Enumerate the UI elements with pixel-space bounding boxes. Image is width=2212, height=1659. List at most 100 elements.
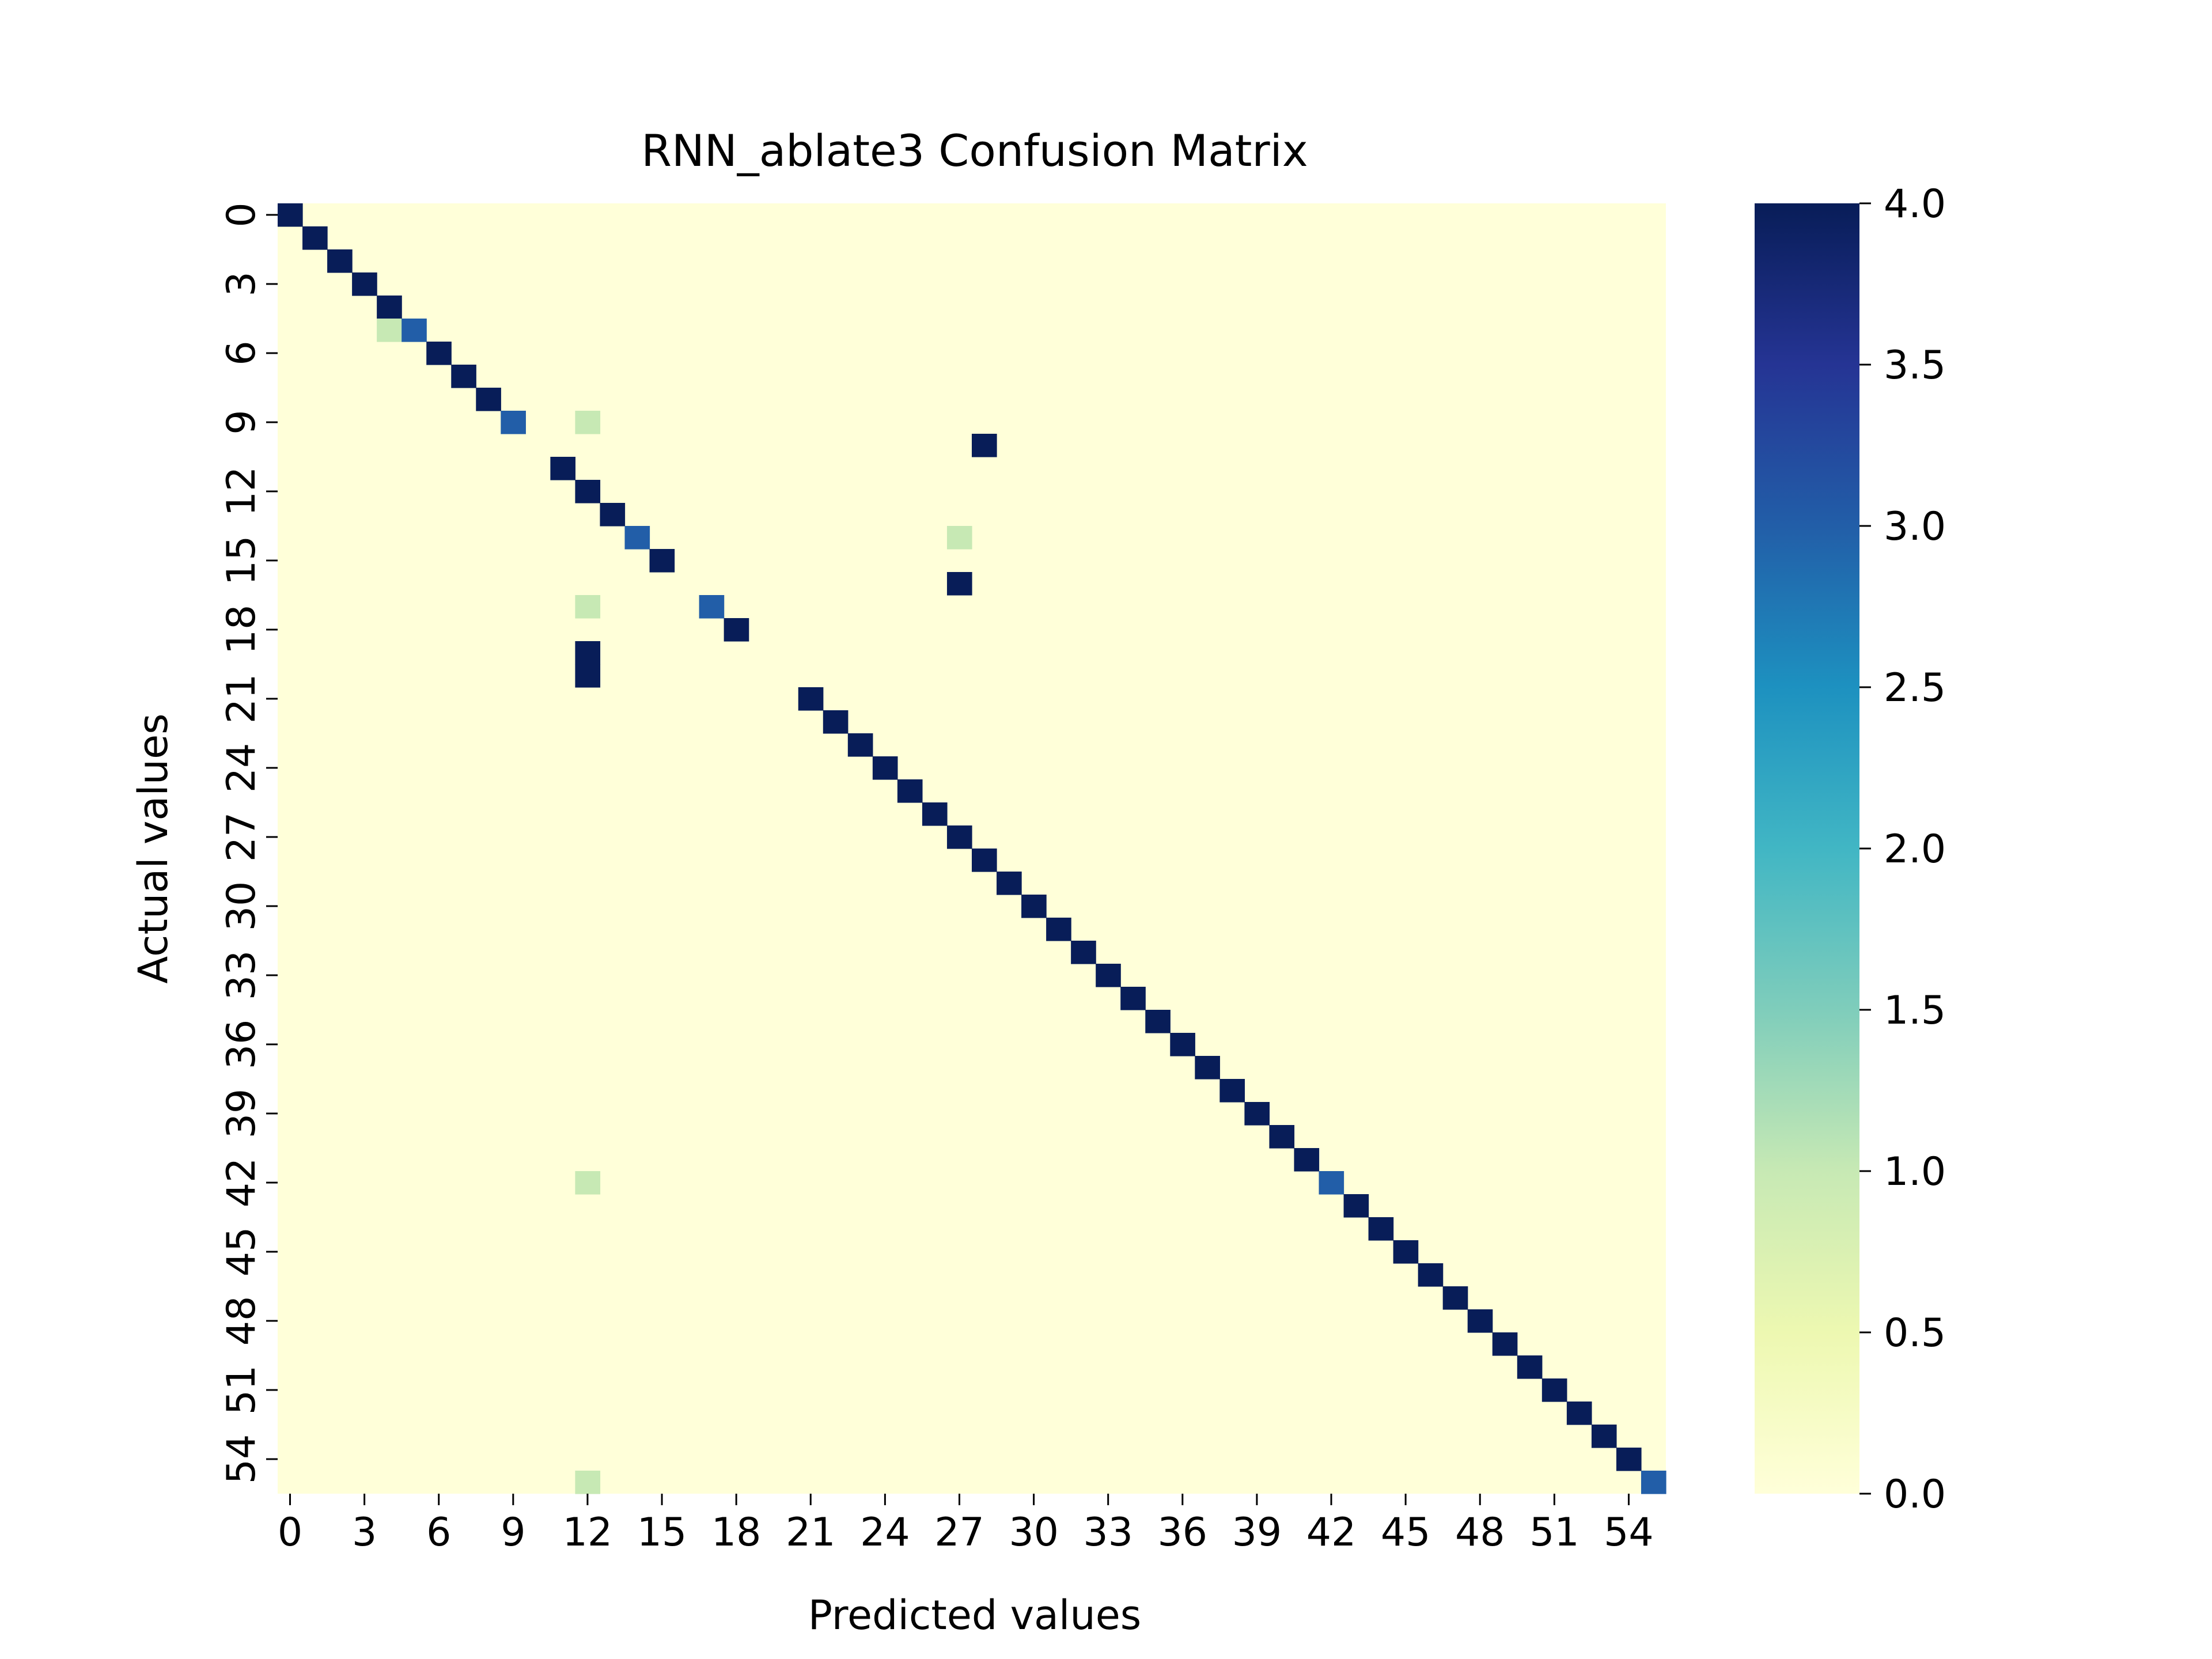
x-axis-label: Predicted values bbox=[808, 1592, 1142, 1639]
heatmap-cell bbox=[451, 365, 476, 388]
x-tick-label: 27 bbox=[934, 1510, 984, 1555]
heatmap-cell bbox=[872, 756, 898, 780]
x-tick-label: 36 bbox=[1158, 1510, 1208, 1555]
colorbar-tick-label: 1.0 bbox=[1884, 1149, 1946, 1195]
colorbar-tick-label: 0.5 bbox=[1884, 1310, 1946, 1356]
y-tick-label: 33 bbox=[219, 950, 264, 1001]
heatmap-cell bbox=[823, 710, 849, 734]
heatmap-cell bbox=[575, 595, 601, 619]
heatmap-cell bbox=[575, 1471, 601, 1494]
colorbar-tick-label: 2.0 bbox=[1884, 827, 1946, 872]
heatmap-cell bbox=[377, 296, 402, 319]
heatmap-cell bbox=[426, 342, 452, 365]
heatmap-cell bbox=[476, 388, 501, 411]
heatmap-cell bbox=[1195, 1056, 1220, 1080]
x-tick-label: 54 bbox=[1604, 1510, 1654, 1555]
heatmap-cell bbox=[946, 825, 972, 849]
heatmap-cell bbox=[1021, 895, 1047, 918]
colorbar-tick-label: 3.0 bbox=[1884, 504, 1946, 550]
heatmap-cell bbox=[1418, 1263, 1444, 1287]
chart-title: RNN_ablate3 Confusion Matrix bbox=[641, 125, 1308, 176]
colorbar-tick-label: 1.5 bbox=[1884, 988, 1946, 1033]
heatmap-cell bbox=[972, 434, 997, 457]
colorbar-ticks: 0.0 0.5 1.0 1.5 2.0 2.5 3.0 3.5 4.0 bbox=[1859, 181, 1946, 1517]
heatmap-cell bbox=[946, 526, 972, 550]
y-tick-label: 6 bbox=[219, 340, 264, 365]
heatmap-cell bbox=[1170, 1033, 1195, 1056]
heatmap-cell bbox=[922, 802, 948, 826]
y-tick-label: 24 bbox=[219, 743, 264, 793]
heatmap-cell bbox=[1368, 1217, 1394, 1241]
heatmap-cell bbox=[575, 641, 601, 665]
heatmap-cell bbox=[997, 872, 1022, 895]
heatmap-cell bbox=[1071, 941, 1096, 964]
heatmap-cell bbox=[575, 411, 601, 434]
colorbar-tick-label: 0.0 bbox=[1884, 1472, 1946, 1517]
x-tick-label: 15 bbox=[637, 1510, 687, 1555]
heatmap-cell bbox=[1566, 1402, 1592, 1425]
colorbar-tick-label: 4.0 bbox=[1884, 181, 1946, 227]
heatmap-cell bbox=[278, 203, 303, 227]
x-axis-ticks: 0 3 6 9 12 15 18 21 24 27 30 33 36 39 42 45 48 51 54 bbox=[278, 1494, 1654, 1555]
heatmap-cell bbox=[1269, 1125, 1295, 1149]
heatmap-cell bbox=[1096, 964, 1121, 987]
y-tick-label: 36 bbox=[219, 1020, 264, 1070]
heatmap-cell bbox=[1219, 1079, 1245, 1103]
y-tick-label: 45 bbox=[219, 1227, 264, 1277]
heatmap-cell bbox=[1145, 1010, 1171, 1033]
y-tick-label: 3 bbox=[219, 271, 264, 296]
x-tick-label: 45 bbox=[1381, 1510, 1431, 1555]
colorbar bbox=[1755, 203, 1859, 1494]
y-tick-label: 39 bbox=[219, 1089, 264, 1139]
heatmap-cell bbox=[1120, 987, 1146, 1010]
heatmap-cell bbox=[1442, 1286, 1468, 1310]
y-tick-label: 12 bbox=[219, 467, 264, 517]
y-tick-label: 42 bbox=[219, 1158, 264, 1208]
heatmap-cell bbox=[798, 687, 824, 711]
heatmap-cell bbox=[1046, 918, 1071, 941]
heatmap-cell bbox=[501, 411, 526, 434]
heatmap-cell bbox=[972, 849, 997, 872]
x-tick-label: 33 bbox=[1083, 1510, 1133, 1555]
y-tick-label: 27 bbox=[219, 812, 264, 862]
x-tick-label: 51 bbox=[1529, 1510, 1580, 1555]
y-axis-label: Actual values bbox=[130, 713, 177, 983]
heatmap-cell bbox=[600, 503, 626, 527]
x-tick-label: 6 bbox=[426, 1510, 451, 1555]
heatmap-cell bbox=[1492, 1332, 1518, 1356]
heatmap-cell bbox=[724, 618, 749, 642]
y-tick-label: 0 bbox=[219, 202, 264, 227]
heatmap-cell bbox=[575, 664, 601, 688]
heatmap bbox=[278, 203, 1666, 1494]
heatmap-cell bbox=[377, 319, 402, 342]
heatmap-cell bbox=[402, 319, 427, 342]
heatmap-cell bbox=[575, 1171, 601, 1195]
y-tick-label: 30 bbox=[219, 881, 264, 931]
x-tick-label: 0 bbox=[278, 1510, 302, 1555]
colorbar-tick-label: 3.5 bbox=[1884, 343, 1946, 388]
y-tick-label: 18 bbox=[219, 605, 264, 655]
x-tick-label: 12 bbox=[563, 1510, 613, 1555]
heatmap-cell bbox=[302, 226, 328, 250]
y-tick-label: 9 bbox=[219, 410, 264, 434]
x-tick-label: 42 bbox=[1306, 1510, 1357, 1555]
y-tick-label: 21 bbox=[219, 674, 264, 724]
y-tick-label: 48 bbox=[219, 1296, 264, 1346]
y-tick-label: 15 bbox=[219, 536, 264, 586]
x-tick-label: 18 bbox=[711, 1510, 762, 1555]
colorbar-tick-label: 2.5 bbox=[1884, 665, 1946, 711]
heatmap-cell bbox=[1591, 1425, 1617, 1448]
x-tick-label: 48 bbox=[1455, 1510, 1505, 1555]
heatmap-cell bbox=[327, 249, 353, 273]
x-tick-label: 30 bbox=[1009, 1510, 1059, 1555]
x-tick-label: 9 bbox=[501, 1510, 525, 1555]
heatmap-cell bbox=[1467, 1309, 1493, 1333]
heatmap-cell bbox=[946, 572, 972, 596]
heatmap-cell bbox=[1244, 1102, 1270, 1126]
heatmap-cell bbox=[352, 272, 377, 296]
heatmap-cell bbox=[1343, 1194, 1369, 1218]
heatmap-cell bbox=[897, 779, 923, 803]
heatmap-cell bbox=[624, 526, 650, 550]
heatmap-cell bbox=[550, 457, 576, 480]
